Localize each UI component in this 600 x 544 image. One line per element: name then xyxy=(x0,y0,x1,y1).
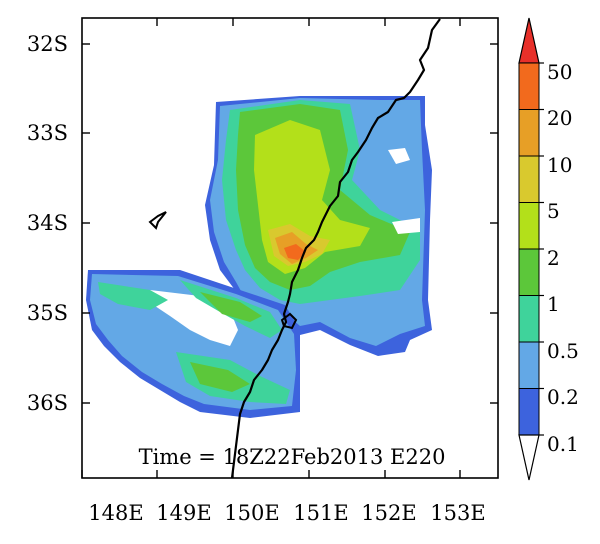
coastline xyxy=(230,18,441,479)
lat-label: 32S xyxy=(27,32,68,56)
precip-gap-ne xyxy=(388,148,410,164)
lat-axis xyxy=(82,43,498,404)
precip-sw-south-2 xyxy=(190,362,250,392)
colorbar-label: 1 xyxy=(547,292,560,316)
precip-band-50 xyxy=(284,244,306,260)
precip-sw-2 xyxy=(200,292,262,322)
colorbar-ticks xyxy=(539,62,544,436)
colorbar-segment xyxy=(518,295,540,343)
colorbar-label: 2 xyxy=(547,246,560,270)
lon-label: 153E xyxy=(430,501,485,525)
lon-axis xyxy=(81,18,461,478)
precip-gap-ne2 xyxy=(392,218,420,234)
colorbar-segment xyxy=(518,62,540,110)
lat-label: 34S xyxy=(27,211,68,235)
lat-label: 33S xyxy=(27,121,68,145)
colorbar-label: 0.1 xyxy=(547,432,579,456)
colorbar-label: 20 xyxy=(547,106,572,130)
bay-inlet xyxy=(280,312,298,330)
plot-frame xyxy=(81,17,499,479)
colorbar-segment xyxy=(518,109,540,157)
time-label: Time = 18Z22Feb2013 E220 xyxy=(139,445,446,469)
colorbar-label: 50 xyxy=(547,60,572,84)
inland-lake xyxy=(148,211,167,230)
lon-labels: 148E 149E 150E 151E 152E 153E xyxy=(88,501,485,525)
lon-label: 152E xyxy=(361,501,416,525)
colorbar-label: 10 xyxy=(547,153,572,177)
colorbar: 50 20 10 5 2 1 0.5 0.2 0.1 xyxy=(518,17,579,481)
lon-label: 148E xyxy=(88,501,143,525)
colorbar-label: 0.2 xyxy=(547,385,579,409)
colorbar-segments xyxy=(518,62,540,436)
colorbar-segment xyxy=(518,155,540,203)
colorbar-labels: 50 20 10 5 2 1 0.5 0.2 0.1 xyxy=(547,60,579,456)
colorbar-segment xyxy=(518,341,540,389)
colorbar-segment xyxy=(518,248,540,296)
colorbar-segment xyxy=(518,202,540,250)
lat-label: 35S xyxy=(27,301,68,325)
lat-label: 36S xyxy=(27,391,68,415)
colorbar-bottom-triangle xyxy=(518,434,540,481)
colorbar-top-triangle xyxy=(518,17,540,64)
lon-label: 150E xyxy=(224,501,279,525)
lat-labels: 32S 33S 34S 35S 36S xyxy=(27,32,68,415)
colorbar-label: 5 xyxy=(547,199,560,223)
colorbar-segment xyxy=(518,388,540,436)
lon-label: 149E xyxy=(156,501,211,525)
map-plot-area: Time = 18Z22Feb2013 E220 xyxy=(81,17,499,479)
lon-label: 151E xyxy=(293,501,348,525)
precip-sw-west-1 xyxy=(98,282,168,310)
colorbar-label: 0.5 xyxy=(547,339,579,363)
precipitation-field xyxy=(86,96,432,418)
